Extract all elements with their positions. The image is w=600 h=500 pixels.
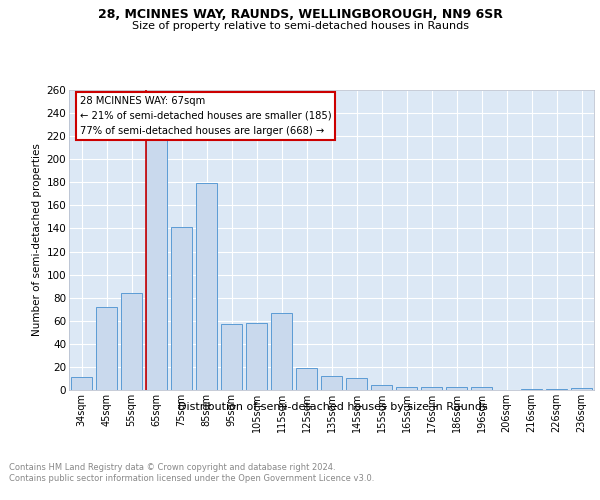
Text: 28, MCINNES WAY, RAUNDS, WELLINGBOROUGH, NN9 6SR: 28, MCINNES WAY, RAUNDS, WELLINGBOROUGH,… [98, 8, 502, 20]
Bar [371, 386, 392, 390]
Bar [171, 228, 192, 390]
Text: Distribution of semi-detached houses by size in Raunds: Distribution of semi-detached houses by … [178, 402, 488, 412]
Bar [271, 312, 292, 390]
Text: 28 MCINNES WAY: 67sqm
← 21% of semi-detached houses are smaller (185)
77% of sem: 28 MCINNES WAY: 67sqm ← 21% of semi-deta… [79, 96, 331, 136]
Bar [71, 378, 92, 390]
Bar [121, 293, 142, 390]
Bar [146, 126, 167, 390]
Bar [221, 324, 242, 390]
Bar [521, 389, 542, 390]
Bar [321, 376, 342, 390]
Bar [446, 386, 467, 390]
Bar [296, 368, 317, 390]
Y-axis label: Number of semi-detached properties: Number of semi-detached properties [32, 144, 43, 336]
Bar [396, 386, 417, 390]
Bar [96, 307, 117, 390]
Bar [471, 386, 492, 390]
Bar [246, 323, 267, 390]
Bar [571, 388, 592, 390]
Bar [196, 184, 217, 390]
Bar [346, 378, 367, 390]
Text: Size of property relative to semi-detached houses in Raunds: Size of property relative to semi-detach… [131, 21, 469, 31]
Text: Contains public sector information licensed under the Open Government Licence v3: Contains public sector information licen… [9, 474, 374, 483]
Text: Contains HM Land Registry data © Crown copyright and database right 2024.: Contains HM Land Registry data © Crown c… [9, 462, 335, 471]
Bar [421, 386, 442, 390]
Bar [546, 389, 567, 390]
